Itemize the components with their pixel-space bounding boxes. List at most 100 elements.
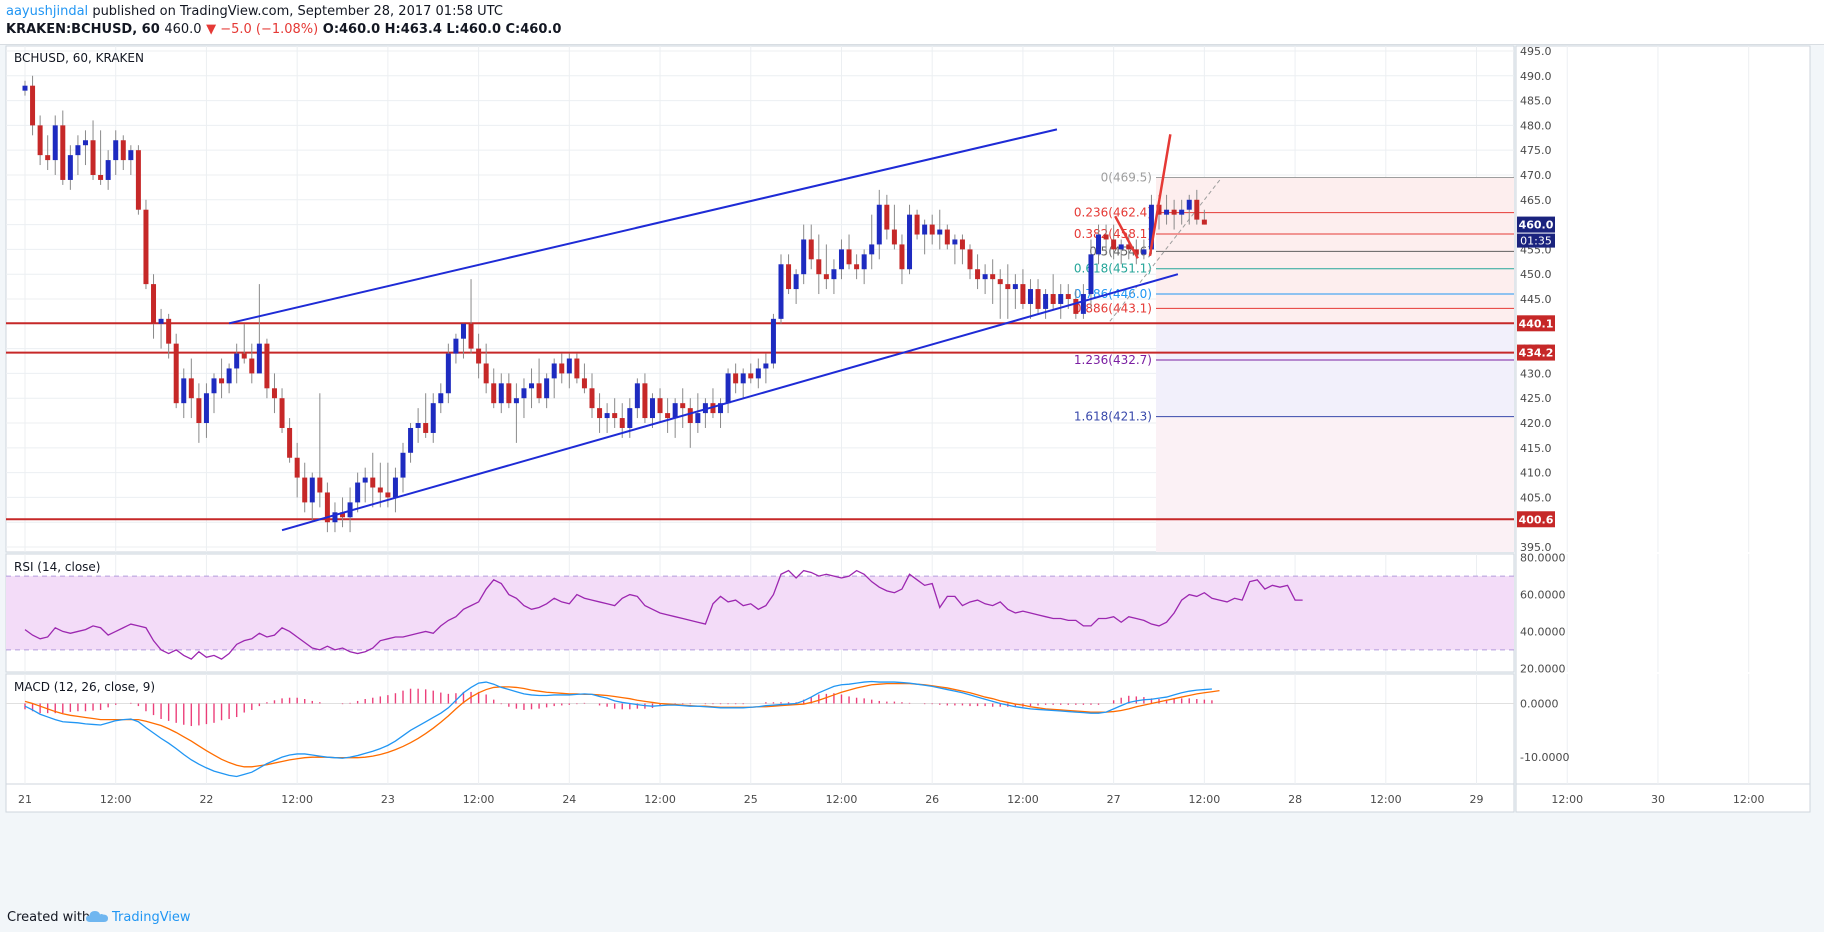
candle-body	[340, 512, 346, 518]
candle-body	[1111, 239, 1117, 250]
time-tick-label: 12:00	[1189, 793, 1221, 806]
candle-body	[1058, 294, 1064, 304]
last-price-badge	[1517, 216, 1555, 233]
candle	[740, 368, 746, 399]
price-level-badge	[1517, 344, 1555, 361]
price-tick-label: 450.0	[1520, 268, 1552, 281]
candle-body	[483, 363, 489, 384]
candle-body	[604, 413, 610, 419]
time-tick-label: 28	[1288, 793, 1302, 806]
rsi-tick-label: 40.0000	[1520, 625, 1566, 638]
candle	[770, 313, 776, 369]
projection-path-line[interactable]	[1114, 215, 1139, 259]
fib-level-label: 0(469.5)	[1101, 170, 1152, 184]
candle-body	[279, 398, 285, 428]
rsi-band-fill	[6, 576, 1514, 650]
candle-body	[793, 274, 799, 290]
candle-body	[884, 204, 890, 230]
fib-level-label: 1.236(432.7)	[1074, 353, 1152, 367]
price-change: ▼ −5.0 (−1.08%)	[206, 22, 319, 37]
candle-body	[377, 487, 383, 493]
candle	[1141, 239, 1147, 260]
time-tick-label: 27	[1107, 793, 1121, 806]
candle-body	[60, 125, 66, 180]
candle	[937, 209, 943, 250]
candle	[816, 234, 822, 295]
candle	[1171, 199, 1177, 230]
candle-body	[982, 274, 988, 280]
candle-body	[1088, 254, 1094, 295]
channel-lower-trendline[interactable]	[281, 273, 1179, 532]
published-text: published on TradingView.com, September …	[92, 4, 503, 19]
rsi-tick-label: 80.0000	[1520, 552, 1566, 565]
candle	[423, 393, 429, 438]
candle	[460, 323, 466, 359]
candle	[234, 343, 240, 384]
price-axis	[1515, 45, 1811, 785]
candle-body	[929, 224, 935, 235]
candle-body	[491, 383, 497, 404]
chart-canvas[interactable]: 495.0 490.0 485.0 480.0 475.0 470.0 465.0 460.0…	[0, 44, 1824, 902]
candle-body	[529, 383, 535, 389]
channel-upper-trendline[interactable]	[228, 128, 1058, 325]
last-price-label: 460.0	[1519, 219, 1554, 232]
candle-body	[173, 343, 179, 404]
candle-body	[959, 239, 965, 250]
projection-path-line[interactable]	[1148, 134, 1172, 257]
candle-body	[755, 368, 761, 379]
candle-body	[75, 145, 81, 156]
candle	[271, 373, 277, 414]
candle	[302, 462, 308, 513]
candle-body	[1133, 249, 1139, 255]
candle-body	[642, 383, 648, 419]
tradingview-brand-link[interactable]: TradingView	[112, 910, 191, 925]
candle	[498, 373, 504, 414]
candle	[869, 214, 875, 270]
candle	[612, 398, 618, 428]
candle	[151, 274, 157, 339]
candle	[1043, 289, 1049, 319]
candle-body	[597, 408, 603, 419]
candle-body	[1179, 209, 1185, 215]
candle	[67, 145, 73, 190]
candle-body	[196, 398, 202, 424]
candle	[513, 383, 519, 443]
candle-body	[1005, 284, 1011, 290]
candle	[990, 259, 996, 304]
author-link[interactable]: aayushjindal	[6, 4, 89, 19]
last-price: 460.0	[164, 22, 202, 37]
symbol-line: KRAKEN:BCHUSD, 60 460.0 ▼ −5.0 (−1.08%) …	[6, 22, 561, 37]
candle	[710, 388, 716, 419]
fib-level-label: 0.618(451.1)	[1074, 262, 1152, 276]
candle	[370, 452, 376, 508]
time-tick-label: 12:00	[826, 793, 858, 806]
candle	[324, 482, 330, 533]
candle	[362, 467, 368, 503]
price-tick-label: 490.0	[1520, 70, 1552, 83]
candle-body	[1020, 284, 1026, 304]
candle	[196, 383, 202, 443]
candle-body	[438, 393, 444, 404]
candle-body	[1156, 204, 1162, 215]
candle	[702, 398, 708, 428]
candle-body	[627, 408, 633, 428]
candle	[105, 150, 111, 190]
candle	[211, 373, 217, 414]
candle	[997, 269, 1003, 319]
candle	[203, 383, 209, 438]
candle	[30, 75, 36, 136]
candle-body	[1080, 294, 1086, 314]
candle	[1050, 274, 1056, 309]
candle-body	[181, 378, 187, 404]
time-tick-label: 25	[744, 793, 758, 806]
candle	[1126, 234, 1132, 260]
rsi-tick-label: 20.0000	[1520, 662, 1566, 675]
fib-level-label: 0.886(443.1)	[1074, 301, 1152, 315]
candle-body	[869, 244, 875, 255]
candle-body	[135, 150, 141, 210]
candle	[574, 353, 580, 384]
candle-body	[770, 318, 776, 364]
candle-body	[725, 373, 731, 404]
price-level-label: 400.6	[1519, 513, 1554, 526]
candle-body	[581, 378, 587, 389]
